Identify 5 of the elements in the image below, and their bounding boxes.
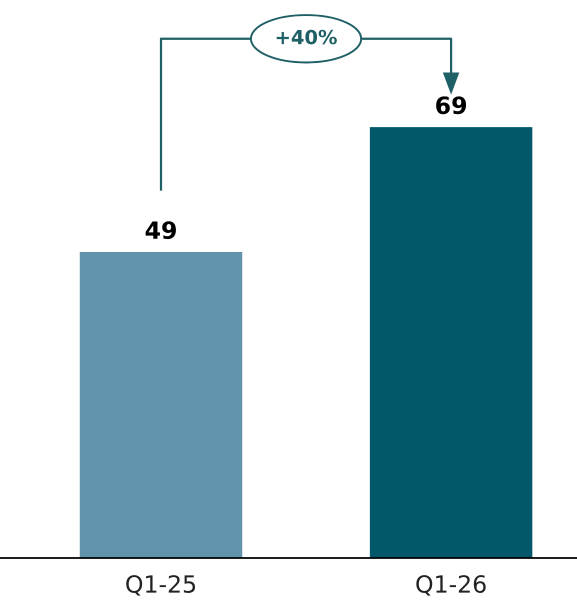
data-label: 69	[436, 96, 466, 114]
x-tick-label: Q1-26	[416, 575, 486, 596]
data-label: 49	[146, 221, 176, 240]
x-tick-label: Q1-25	[126, 575, 196, 596]
text: +40%	[276, 30, 337, 44]
